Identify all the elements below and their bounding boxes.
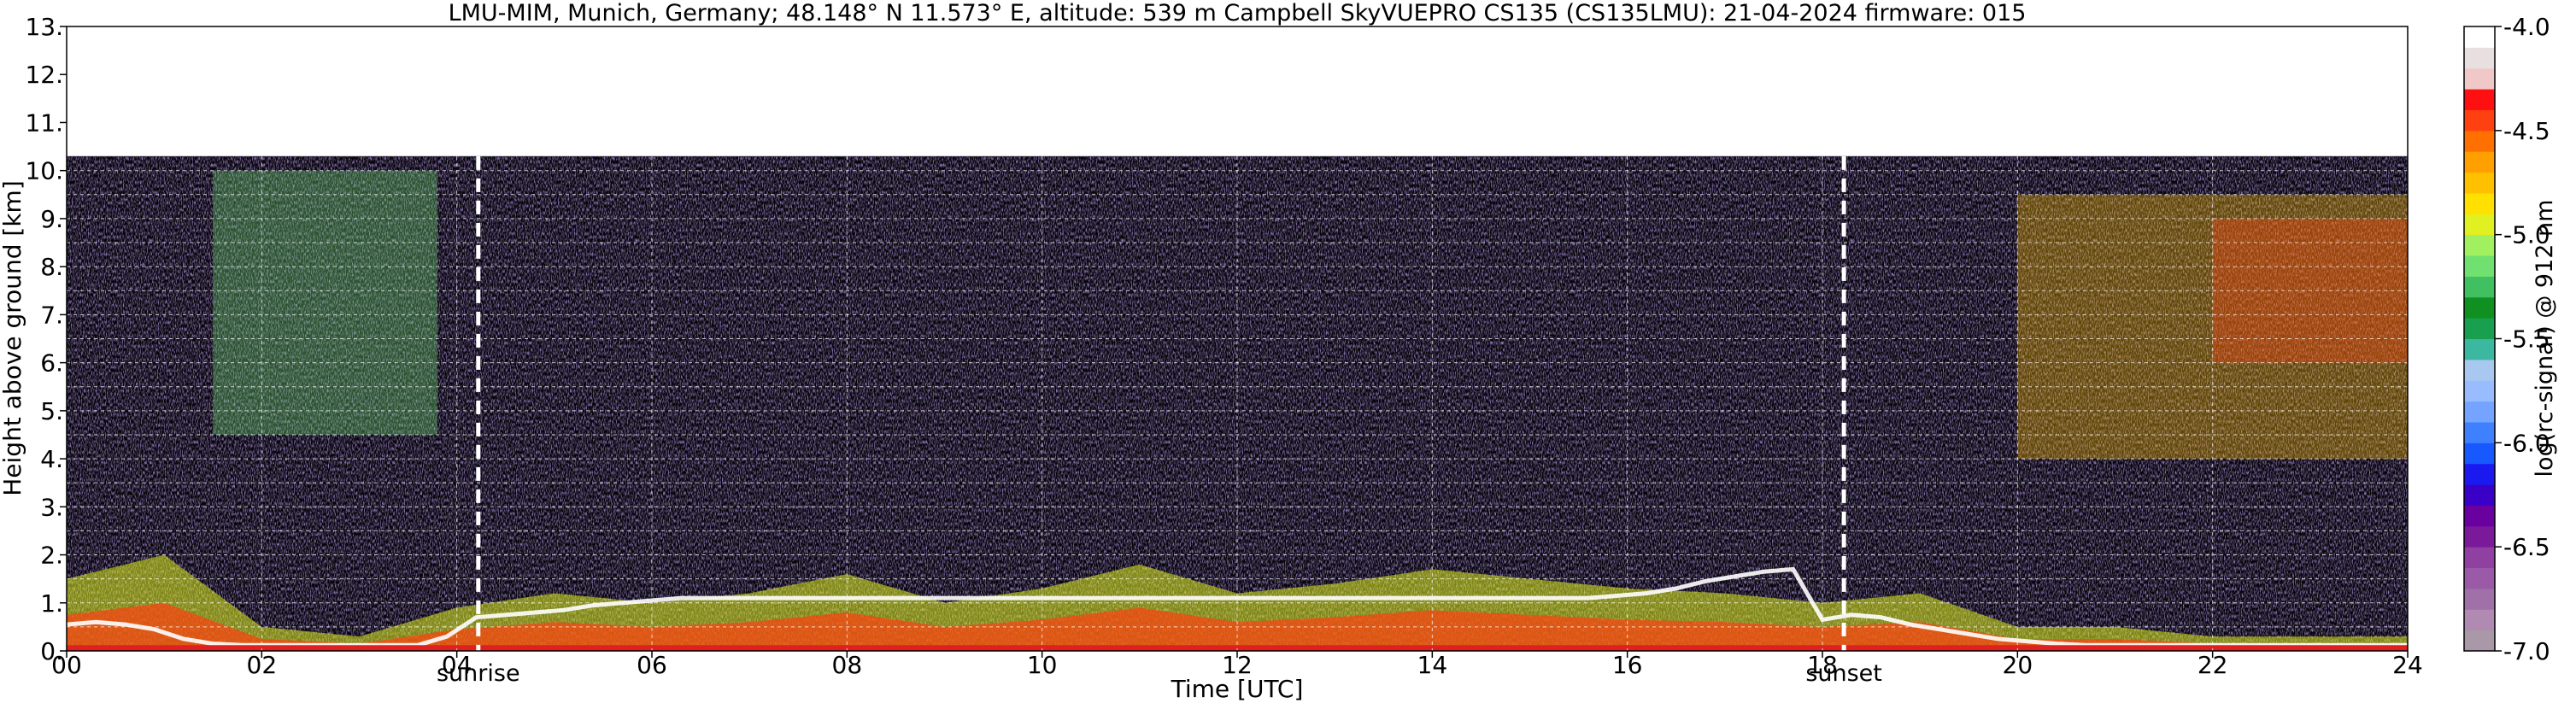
colorbar-segment [2464,151,2495,173]
colorbar-segment [2464,47,2495,69]
x-tick-label: 20 [2003,651,2033,679]
x-tick-label: 18 [1807,651,1838,679]
event-labels: sunrise sunset [437,660,1882,687]
event-markers [476,155,1846,651]
x-tick-label: 08 [832,651,863,679]
y-tick-label: 8. [40,253,63,281]
colorbar-segment [2464,26,2495,48]
colorbar-tick-label: -5.5 [2503,325,2550,354]
colorbar-segment [2464,463,2495,485]
event-label: sunrise [437,660,520,687]
y-tick-label: 9. [40,205,63,233]
x-tick-label: 12 [1222,651,1253,679]
colorbar-segment [2464,630,2495,652]
x-axis-label: Time [UTC] [1171,675,1304,703]
y-axis-label: Height above ground [km] [0,180,26,496]
colorbar-segment [2464,276,2495,298]
event-label: sunset [1805,660,1882,687]
colorbar-segment [2464,214,2495,236]
colorbar-segment [2464,525,2495,548]
chart-title: LMU-MIM, Munich, Germany; 48.148° N 11.5… [449,0,2027,26]
y-tick-label: 2. [40,542,63,570]
colorbar-segment [2464,567,2495,589]
colorbar-segment [2464,359,2495,381]
y-tick-label: 4. [40,445,63,473]
colorbar-segment [2464,588,2495,610]
x-tick-label: 14 [1417,651,1448,679]
y-tick-label: 10. [25,157,63,185]
high-signal-region [213,170,437,435]
colorbar-segment [2464,442,2495,465]
colorbar-segment [2464,296,2495,319]
colorbar-tick-label: -6.0 [2503,429,2550,457]
colorbar-ticks: -7.0 -6.5 -6.0 -5.5 -5.0 -4.5 -4.0 [2495,13,2550,665]
colorbar-segment [2464,255,2495,277]
y-tick-label: 11. [25,108,63,137]
colorbar-segment [2464,67,2495,90]
y-tick-label: 0. [40,637,63,665]
y-tick-label: 13. [25,13,63,41]
colorbar-tick-label: -4.5 [2503,117,2550,145]
surface-signal-band [67,645,2408,651]
colorbar-segment [2464,172,2495,194]
x-tick-label: 06 [637,651,667,679]
plot-area [67,26,2408,651]
colorbar-segment [2464,380,2495,402]
x-tick-label: 00 [51,651,82,679]
colorbar-tick-label: -7.0 [2503,637,2550,665]
colorbar-segment [2464,484,2495,506]
y-tick-label: 5. [40,397,63,425]
colorbar-tick-label: -5.0 [2503,221,2550,249]
colorbar-segment [2464,401,2495,423]
colorbar-segment [2464,89,2495,110]
x-tick-label: 16 [1612,651,1643,679]
colorbar-tick-label: -6.5 [2503,533,2550,561]
x-tick-label: 04 [442,651,472,679]
colorbar-segment [2464,505,2495,527]
x-axis: 00 02 04 06 08 10 12 14 16 18 20 22 24 [51,651,2423,679]
colorbar [2463,26,2496,652]
x-tick-label: 02 [247,651,278,679]
y-axis: 0. 1. 2. 3. 4. 5. 6. 7. 8. 9. 10. 11. 12. 13. [25,13,67,665]
x-tick-label: 10 [1027,651,1058,679]
x-tick-label: 24 [2392,651,2423,679]
colorbar-segment [2464,192,2495,214]
colorbar-label: log(rc-signal) @ 912 nm [2532,200,2558,478]
colorbar-segment [2464,130,2495,152]
grid-layer [67,155,2408,651]
y-tick-label: 1. [40,589,63,618]
y-tick-label: 6. [40,349,63,378]
y-tick-label: 12. [25,61,63,89]
colorbar-segment [2464,109,2495,132]
x-tick-label: 22 [2198,651,2228,679]
colorbar-segment [2464,234,2495,256]
colorbar-segment [2464,421,2495,443]
colorbar-tick-label: -4.0 [2503,13,2550,41]
y-tick-label: 3. [40,493,63,521]
colorbar-segment [2464,318,2495,339]
colorbar-segment [2464,338,2495,360]
colorbar-segment [2464,547,2495,569]
y-tick-label: 7. [40,301,63,329]
colorbar-segment [2464,609,2495,631]
